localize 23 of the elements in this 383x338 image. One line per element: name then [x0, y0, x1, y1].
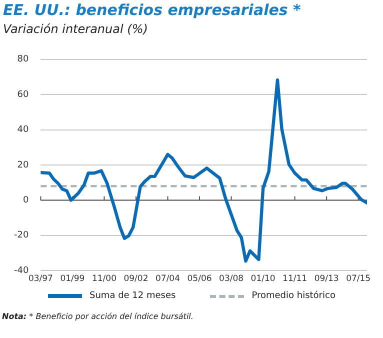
x-tick-label: 05/06	[187, 274, 212, 284]
chart-title: EE. UU.: beneficios empresariales *	[3, 1, 301, 19]
x-tick-label: 03/08	[219, 274, 244, 284]
y-tick-label: 40	[17, 125, 29, 136]
legend-label: Promedio histórico	[252, 291, 336, 301]
y-tick-label: -40	[14, 266, 29, 276]
chart-subtitle: Variación interanual (%)	[3, 22, 148, 36]
x-tick-label: 09/13	[314, 274, 339, 284]
x-tick-label: 07/15	[346, 274, 371, 284]
x-tick-label: 01/99	[60, 274, 85, 284]
y-tick-label: -20	[14, 230, 29, 241]
x-tick-label: 09/02	[124, 274, 148, 284]
y-tick-label: 20	[17, 160, 29, 170]
x-tick-label: 11/11	[282, 274, 308, 284]
x-tick-label: 03/97	[28, 274, 53, 284]
x-tick-label: 11/00	[92, 274, 116, 284]
legend-label: Suma de 12 meses	[90, 291, 176, 301]
x-tick-label: 07/04	[156, 274, 180, 284]
x-tick-label: 01/10	[250, 274, 276, 284]
text: Nota: * Beneficio por acción del índice bursátil.	[2, 312, 194, 321]
y-tick-label: 0	[22, 196, 29, 206]
y-tick-label: 60	[17, 90, 29, 100]
y-tick-label: 80	[17, 54, 29, 65]
